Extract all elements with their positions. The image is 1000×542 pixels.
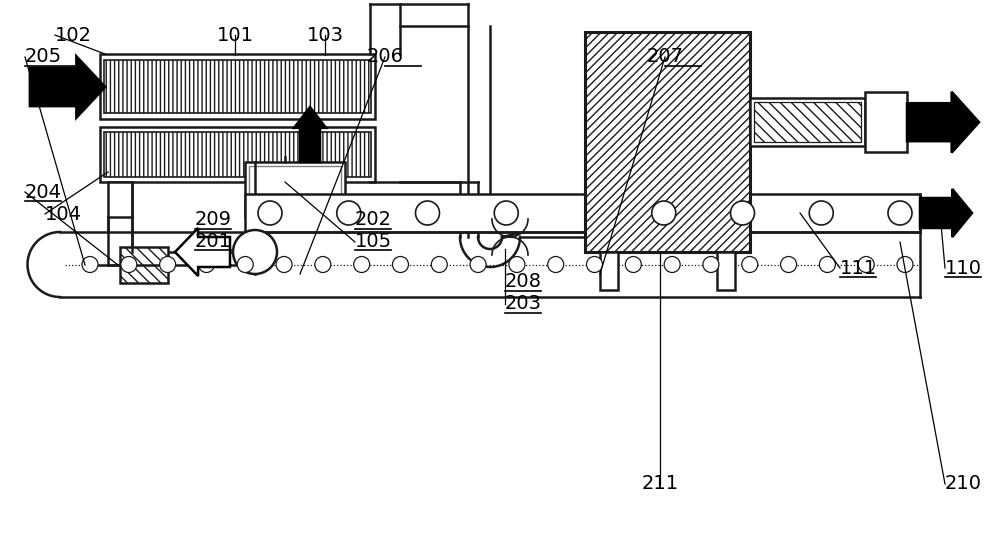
Text: 105: 105 [355,231,392,251]
Circle shape [858,256,874,273]
Polygon shape [294,107,326,162]
Circle shape [809,201,833,225]
Polygon shape [920,189,972,237]
Circle shape [258,201,282,225]
Polygon shape [30,56,105,118]
Text: 210: 210 [945,474,982,493]
Bar [600,252,618,290]
Circle shape [509,256,525,273]
Text: 111: 111 [840,259,877,278]
Text: 104: 104 [45,204,82,224]
Text: 110: 110 [945,259,982,278]
Text: 209: 209 [195,210,232,229]
Circle shape [198,256,214,273]
Text: 102: 102 [55,25,92,45]
Text: 101: 101 [216,25,254,45]
Bar [249,166,341,213]
Bar [585,32,750,252]
Circle shape [233,230,277,274]
Circle shape [897,256,913,273]
Bar [865,92,907,152]
Circle shape [276,256,292,273]
Bar [754,102,861,143]
Bar [245,162,345,217]
Circle shape [587,256,603,273]
Circle shape [494,201,518,225]
Bar [100,127,375,182]
Circle shape [354,256,370,273]
Bar [104,132,371,177]
Circle shape [392,256,408,273]
Circle shape [548,256,564,273]
Text: 201: 201 [195,231,232,251]
Circle shape [315,256,331,273]
Text: 203: 203 [505,294,542,313]
Text: 202: 202 [355,210,392,229]
Text: 207: 207 [646,47,684,67]
Text: 103: 103 [306,25,344,45]
Circle shape [664,256,680,273]
Circle shape [160,256,176,273]
Circle shape [819,256,835,273]
Circle shape [470,256,486,273]
Bar [108,182,132,217]
Circle shape [625,256,641,273]
Circle shape [416,201,440,225]
Circle shape [237,256,253,273]
Bar [717,252,735,290]
Bar [100,54,375,119]
Text: 208: 208 [505,272,542,292]
Circle shape [742,256,758,273]
Bar [245,194,920,232]
Circle shape [121,256,137,273]
Text: 204: 204 [25,183,62,202]
Text: 211: 211 [641,474,679,493]
Circle shape [652,201,676,225]
Bar [104,60,371,113]
Circle shape [730,201,755,225]
Polygon shape [907,92,979,153]
Circle shape [431,256,447,273]
Circle shape [888,201,912,225]
Text: 205: 205 [25,47,62,67]
Bar [750,98,865,146]
Polygon shape [175,228,230,276]
Circle shape [82,256,98,273]
Bar [120,247,168,282]
Text: 206: 206 [366,47,404,67]
Circle shape [337,201,361,225]
Circle shape [703,256,719,273]
Circle shape [781,256,797,273]
